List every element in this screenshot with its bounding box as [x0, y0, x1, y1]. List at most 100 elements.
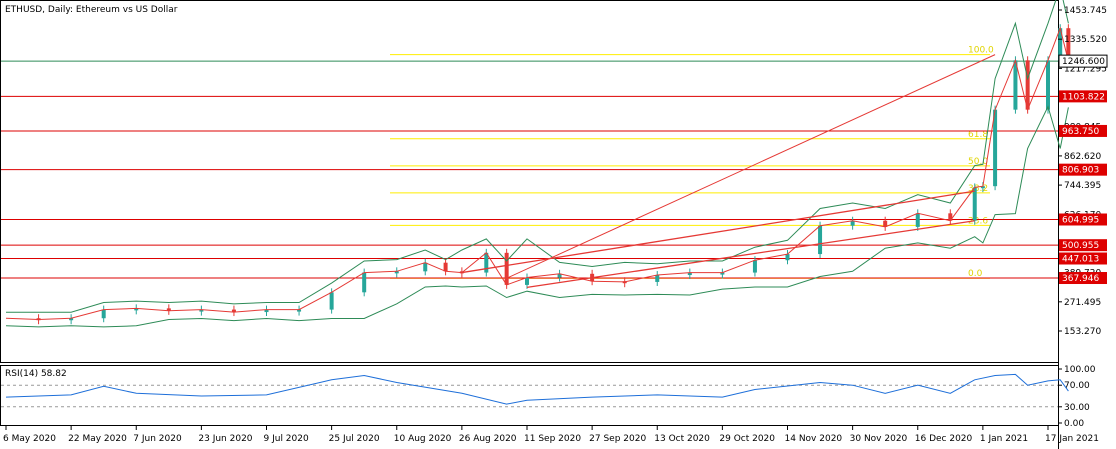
- level-label: 806.903: [1062, 166, 1099, 176]
- level-label: 963.750: [1062, 127, 1099, 137]
- candle-body: [231, 309, 236, 313]
- fib-level-label: 38.2: [968, 184, 988, 194]
- fib-level-label: 23.6: [968, 216, 988, 226]
- x-tick-label: 29 Oct 2020: [719, 434, 775, 444]
- rsi-line: [5, 373, 1069, 405]
- candle-body: [443, 262, 448, 272]
- candle-body: [850, 220, 855, 226]
- price-close-line: [5, 26, 1069, 321]
- x-tick-label: 14 Nov 2020: [785, 434, 843, 444]
- candle-body: [166, 308, 171, 311]
- candle-body: [394, 271, 399, 274]
- level-label: 367.946: [1062, 274, 1099, 284]
- level-label-box: [1059, 252, 1107, 265]
- candle-body: [69, 318, 74, 321]
- band-lower: [5, 105, 1069, 328]
- candle-body: [484, 252, 489, 273]
- level-label-box: [1059, 213, 1107, 226]
- y-tick-label: 1453.745: [1064, 6, 1107, 16]
- level-label-box: [1059, 90, 1107, 103]
- candle-body: [504, 252, 509, 285]
- x-tick-label: 1 Jan 2021: [980, 434, 1028, 444]
- level-label-box: [1059, 239, 1107, 252]
- current-price-label: 1246.600: [1062, 57, 1105, 67]
- x-tick-label: 27 Sep 2020: [589, 434, 646, 444]
- x-tick-label: 10 Aug 2020: [394, 434, 452, 444]
- rsi-pane: 100.00 70.00 30.00 0.00: [1, 365, 1096, 429]
- level-label: 604.995: [1062, 215, 1099, 225]
- candle-body: [525, 277, 529, 285]
- candle-body: [101, 309, 106, 319]
- y-tick-label: 1217.295: [1064, 64, 1107, 74]
- x-tick-label: 17 Jan 2021: [1045, 434, 1099, 444]
- candle-body: [1025, 60, 1030, 110]
- candle-body: [423, 262, 428, 272]
- candle-body: [297, 309, 302, 312]
- candle-body: [134, 308, 139, 311]
- candle-body: [752, 260, 757, 273]
- rsi-tick-label: 70.00: [1064, 381, 1090, 391]
- candle-body: [993, 109, 998, 187]
- level-label: 1103.822: [1062, 92, 1105, 102]
- candle-body: [1066, 28, 1071, 62]
- trendlines: [461, 54, 996, 289]
- y-tick-label: 744.395: [1064, 181, 1101, 191]
- candle-body: [883, 220, 888, 227]
- y-tick-label: 153.270: [1064, 327, 1101, 337]
- level-label-box: [1059, 163, 1107, 176]
- y-tick-label: 271.495: [1064, 298, 1101, 308]
- candle-body: [362, 272, 367, 293]
- rsi-tick-label: 0.00: [1064, 419, 1084, 429]
- candle-body: [720, 272, 725, 275]
- x-tick-label: 7 Jun 2020: [133, 434, 182, 444]
- candle-body: [557, 273, 562, 278]
- x-tick-label: 11 Sep 2020: [524, 434, 581, 444]
- level-label-box: [1059, 272, 1107, 285]
- x-tick-label: 23 Jun 2020: [198, 434, 252, 444]
- rsi-tick-label: 30.00: [1064, 403, 1090, 413]
- candle-body: [329, 292, 334, 310]
- candle-body: [1046, 60, 1050, 110]
- candle-body: [264, 309, 269, 313]
- x-tick-label: 26 Aug 2020: [459, 434, 517, 444]
- current-price-box: [1058, 54, 1108, 68]
- fib-level-label: 50.0: [968, 157, 988, 167]
- trendline-channel-lower: [526, 220, 975, 289]
- x-tick-label: 25 Jul 2020: [329, 434, 380, 444]
- fib-level-label: 61.8: [968, 130, 988, 140]
- level-label: 447.013: [1062, 254, 1099, 264]
- trendline-channel-upper: [461, 190, 975, 274]
- candle-body: [785, 254, 790, 261]
- fib-level-label: 100.0: [968, 46, 994, 56]
- level-label: 500.955: [1062, 241, 1099, 251]
- band-upper: [6, 0, 1069, 313]
- x-tick-label: 9 Jul 2020: [264, 434, 309, 444]
- x-tick-label: 13 Oct 2020: [654, 434, 710, 444]
- level-labels: 1103.822 963.750 806.903 604.995 500.955 447.…: [1058, 54, 1108, 285]
- candle-body: [1058, 28, 1063, 61]
- candle-body: [655, 275, 660, 282]
- x-tick-label: 30 Nov 2020: [850, 434, 908, 444]
- rsi-label: RSI(14) 58.82: [5, 369, 67, 379]
- candle-body: [972, 187, 977, 221]
- x-tick-label: 6 May 2020: [3, 434, 56, 444]
- chart-title: ETHUSD, Daily: Ethereum vs US Dollar: [5, 5, 178, 15]
- price-series: [5, 0, 1071, 328]
- y-tick-label: 862.620: [1064, 152, 1101, 162]
- y-tick-label: 1335.520: [1064, 35, 1107, 45]
- candle-body: [980, 186, 985, 189]
- level-label-box: [1059, 124, 1107, 137]
- x-tick-label: 22 May 2020: [68, 434, 127, 444]
- x-axis-ticks: 6 May 2020 22 May 2020 7 Jun 2020 23 Jun 20…: [3, 426, 1099, 444]
- candle-body: [818, 225, 823, 255]
- fib-level-label: 0.0: [968, 269, 983, 279]
- candle-body: [687, 272, 692, 276]
- candle-body: [199, 309, 204, 312]
- rsi-tick-label: 100.00: [1064, 365, 1096, 375]
- candle-body: [1013, 60, 1018, 110]
- x-tick-label: 16 Dec 2020: [915, 434, 973, 444]
- candle-body: [915, 213, 920, 227]
- candle-body: [948, 213, 953, 221]
